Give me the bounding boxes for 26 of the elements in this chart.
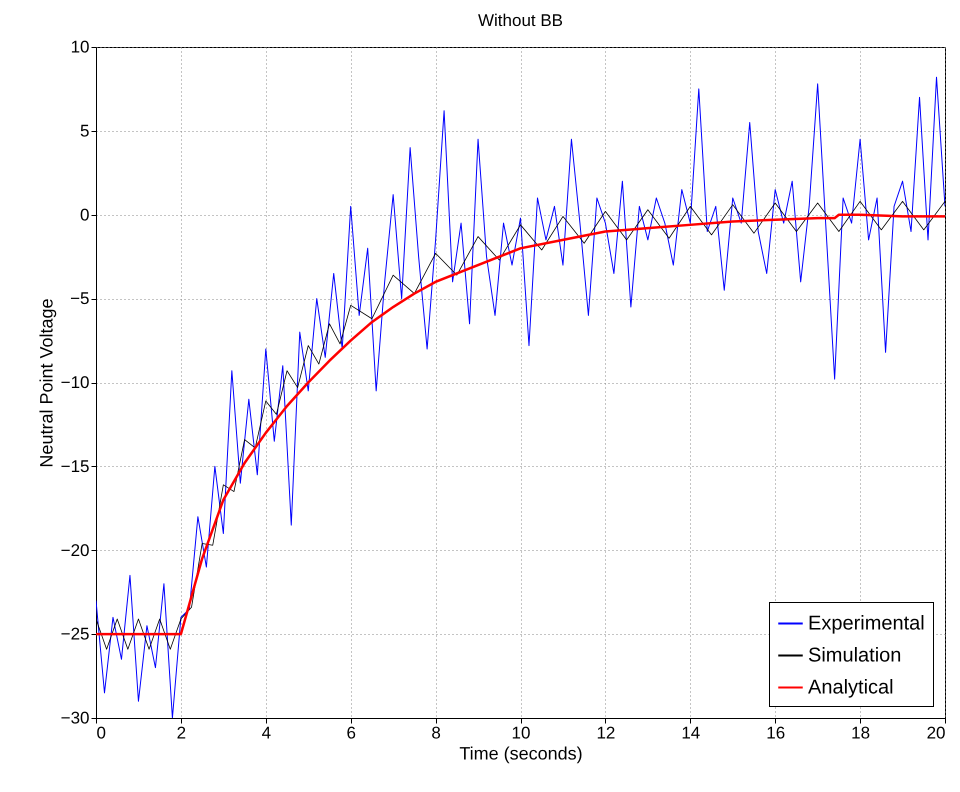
legend-label: Analytical: [808, 676, 894, 698]
x-tick-label: 12: [596, 724, 616, 742]
x-tick-label: 18: [851, 724, 870, 742]
y-tick-label: −10: [60, 373, 90, 392]
y-tick-label: −25: [60, 624, 90, 644]
y-tick-label: −15: [60, 456, 90, 476]
x-tick-label: 20: [926, 724, 946, 742]
chart-title: Without BB: [478, 11, 564, 30]
x-axis-title: Time (seconds): [459, 744, 583, 764]
x-tick-label: 0: [96, 724, 106, 742]
x-tick-label: 4: [262, 724, 272, 742]
y-tick-label: −5: [70, 289, 90, 308]
y-tick-label: −30: [60, 708, 90, 728]
x-tick-label: 2: [176, 724, 186, 742]
x-tick-label: 8: [431, 724, 441, 742]
x-tick-label: 16: [766, 724, 786, 742]
y-tick-label: 5: [80, 121, 90, 140]
legend-label: Simulation: [808, 644, 902, 666]
legend-label: Experimental: [808, 612, 925, 634]
x-tick-label: 6: [346, 724, 356, 742]
y-tick-label: −20: [60, 540, 90, 560]
x-tick-label: 10: [512, 724, 530, 742]
x-tick-label: 14: [681, 724, 700, 742]
y-axis-title: Neutral Point Voltage: [36, 298, 57, 468]
y-tick-label: 10: [70, 38, 90, 56]
y-tick-label: 0: [80, 205, 90, 224]
